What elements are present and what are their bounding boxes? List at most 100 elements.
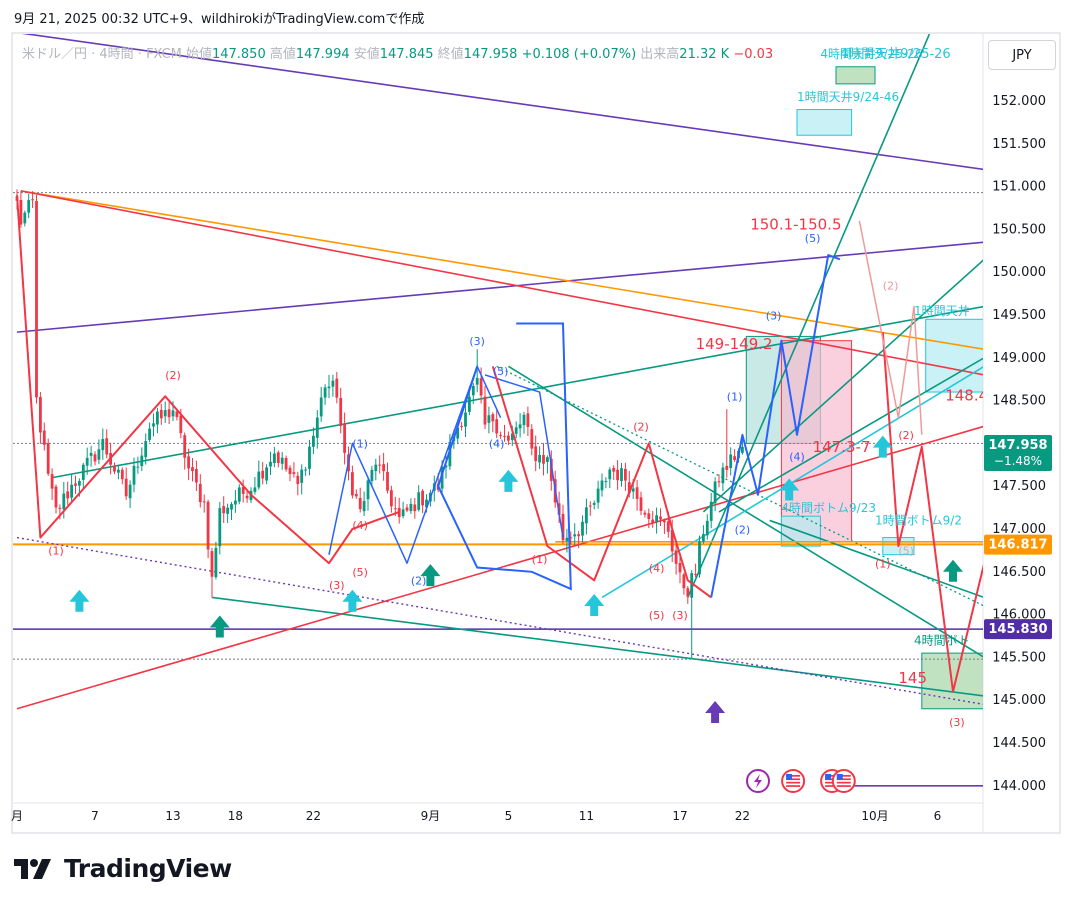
candle-body [343,424,346,453]
candle-body [616,469,619,481]
candles [15,189,744,660]
y-tick-label: 145.000 [992,693,1046,708]
candle-body [577,534,580,537]
candle-body [612,468,616,472]
ohlc-legend-part: 147.850 [212,47,270,62]
ohlc-legend-part: 147.845 [380,47,438,62]
candle-body [78,480,81,486]
freehand-loop [437,322,572,591]
candle-body [339,397,343,426]
candle-body [413,504,417,512]
candle-body [93,454,97,462]
wave-label: (2) [165,369,181,382]
flag-canton [836,774,843,780]
candle-body [518,424,522,429]
y-tick-label: 146.500 [992,565,1046,580]
annotation-text: 145 [898,669,927,687]
annotation-text: 4時間ボトム9/23 [781,501,876,515]
candle-body [89,452,93,456]
candle-body [81,464,85,480]
candle-body [167,409,171,418]
candle-body [686,588,690,597]
x-tick-label: 22 [306,809,321,823]
candle-body [393,508,397,510]
wave-label: (2) [735,523,751,536]
candle-body [195,469,198,483]
candle-body [448,441,452,467]
x-tick-label: 9月 [421,809,441,823]
ohlc-legend-part: 安値 [354,46,380,62]
trendline [16,425,983,710]
candle-body [144,441,148,458]
signal-arrow [420,564,441,587]
y-tick-label: 151.500 [992,137,1046,152]
candle-body [288,467,292,475]
x-tick-label: 5 [505,809,513,823]
price-zone [835,66,876,85]
candle-body [101,439,105,451]
candle-body [390,490,393,507]
candle-body [358,497,362,510]
tradingview-logo[interactable]: TradingView [14,854,232,883]
trendline [51,305,983,479]
price-axis-label-text: 147.958 [988,438,1047,453]
candle-body [647,513,651,520]
candle-body [464,412,467,427]
x-tick-label: 月 [11,809,23,823]
candle-body [296,475,300,485]
x-tick-label: 18 [228,809,243,823]
candle-body [351,472,354,496]
candle-body [23,212,27,224]
y-tick-label: 149.500 [992,308,1046,323]
flag-stripe [786,785,801,787]
candle-body [273,453,276,464]
wave-path [16,195,400,565]
candle-body [31,199,34,201]
candle-body [97,449,101,460]
trendline [496,365,983,607]
candle-body [569,537,573,539]
candle-body [261,470,265,479]
signal-arrow [498,469,519,492]
candle-body [382,464,385,472]
ohlc-legend-part: 高値 [270,46,296,62]
wave-label: (4) [649,562,665,575]
candle-body [624,468,627,481]
annotation-text: 1時間天井 [914,304,970,318]
x-tick-label: 7 [91,809,99,823]
candle-body [159,409,163,419]
signal-arrow [943,559,963,582]
wave-path [328,365,502,564]
candle-body [721,467,725,484]
candle-body [46,443,50,474]
candle-body [156,411,159,425]
wave-label: (5) [352,566,368,579]
candle-body [198,483,202,503]
candle-body [179,415,183,434]
wave-label: (5) [493,365,509,378]
candle-body [241,487,245,494]
candle-body [491,414,495,422]
candle-body [292,472,296,474]
candle-body [635,487,639,499]
candle-body [666,521,670,532]
candle-body [54,486,58,508]
y-tick-label: 144.000 [992,779,1046,794]
candle-body [62,493,66,510]
trendline [507,365,983,658]
wave-label: (4) [352,519,368,532]
candle-body [639,497,643,511]
candle-body [304,469,307,471]
candle-body [315,417,319,438]
signal-arrow [584,594,605,617]
candle-body [409,503,413,512]
wave-label: (1) [727,391,743,404]
currency-button[interactable]: JPY [988,40,1056,70]
candle-body [682,574,686,589]
candle-body [265,467,268,481]
candle-body [163,410,167,417]
candle-body [600,480,604,491]
candle-body [210,551,214,577]
x-tick-label: 10月 [861,809,888,823]
